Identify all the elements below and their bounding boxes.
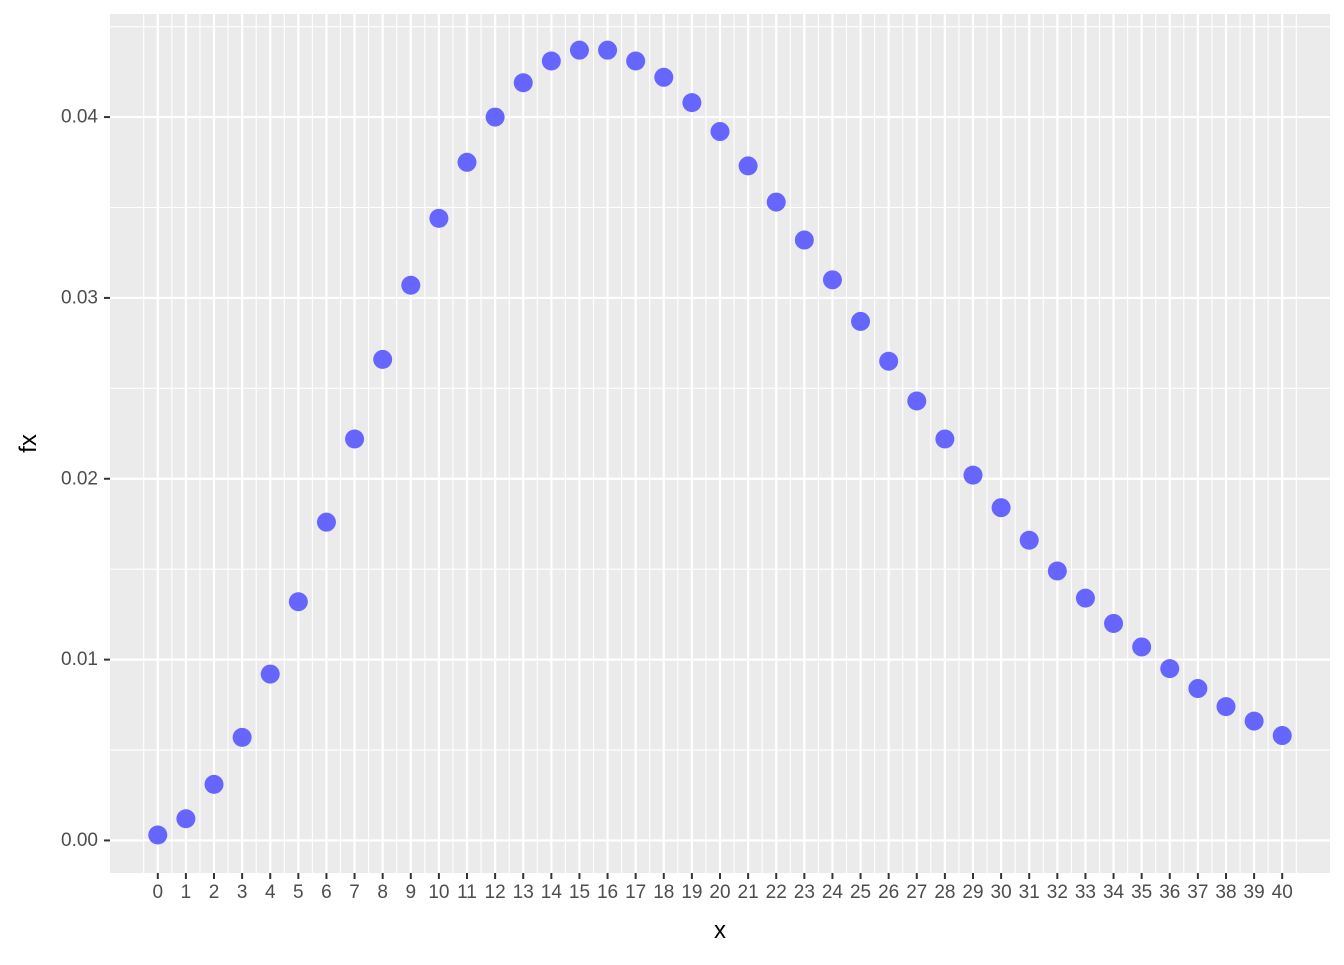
data-point bbox=[710, 122, 730, 142]
data-point bbox=[991, 498, 1011, 518]
x-tick-label: 33 bbox=[1075, 882, 1096, 903]
x-tick-label: 25 bbox=[850, 882, 871, 903]
x-tick-label: 29 bbox=[962, 882, 983, 903]
x-tick-label: 14 bbox=[541, 882, 563, 903]
data-point bbox=[316, 512, 336, 532]
x-tick-label: 36 bbox=[1159, 882, 1180, 903]
data-point bbox=[879, 351, 899, 371]
data-point bbox=[626, 51, 646, 71]
y-tick-label: 0.02 bbox=[61, 468, 98, 489]
data-point bbox=[288, 592, 308, 612]
data-point bbox=[1216, 697, 1236, 717]
data-point bbox=[232, 727, 252, 747]
data-point bbox=[1104, 613, 1124, 633]
data-point bbox=[907, 391, 927, 411]
x-tick-label: 20 bbox=[709, 882, 730, 903]
x-tick-label: 2 bbox=[209, 882, 220, 903]
data-point bbox=[373, 349, 393, 369]
x-tick-label: 40 bbox=[1272, 882, 1293, 903]
x-tick-label: 39 bbox=[1244, 882, 1265, 903]
x-tick-label: 7 bbox=[349, 882, 360, 903]
x-tick-label: 37 bbox=[1187, 882, 1208, 903]
y-tick-label: 0.04 bbox=[61, 107, 98, 128]
x-tick-label: 30 bbox=[991, 882, 1012, 903]
x-tick-label: 1 bbox=[181, 882, 192, 903]
data-point bbox=[654, 67, 674, 87]
x-tick-label: 19 bbox=[681, 882, 702, 903]
x-tick-label: 17 bbox=[625, 882, 646, 903]
x-tick-label: 10 bbox=[428, 882, 449, 903]
data-point bbox=[1019, 530, 1039, 550]
x-tick-label: 4 bbox=[265, 882, 276, 903]
data-point bbox=[822, 270, 842, 290]
x-tick-label: 6 bbox=[321, 882, 332, 903]
data-point bbox=[963, 465, 983, 485]
x-tick-label: 12 bbox=[485, 882, 506, 903]
data-point bbox=[935, 429, 955, 449]
x-tick-label: 38 bbox=[1215, 882, 1236, 903]
data-point bbox=[682, 93, 702, 113]
y-tick-label: 0.01 bbox=[61, 649, 98, 670]
x-tick-label: 32 bbox=[1047, 882, 1068, 903]
data-point bbox=[513, 73, 533, 93]
data-point bbox=[1272, 726, 1292, 746]
x-tick-label: 23 bbox=[794, 882, 815, 903]
data-point bbox=[569, 40, 589, 60]
x-tick-label: 0 bbox=[152, 882, 163, 903]
x-tick-label: 9 bbox=[405, 882, 416, 903]
x-tick-label: 18 bbox=[653, 882, 674, 903]
x-tick-label: 22 bbox=[766, 882, 787, 903]
x-axis-title: x bbox=[714, 917, 726, 944]
x-tick-label: 28 bbox=[934, 882, 955, 903]
data-point bbox=[260, 664, 280, 684]
data-point bbox=[457, 152, 477, 172]
x-tick-label: 3 bbox=[237, 882, 248, 903]
x-tick-label: 31 bbox=[1019, 882, 1040, 903]
data-point bbox=[345, 429, 365, 449]
data-point bbox=[1188, 679, 1208, 699]
data-point bbox=[148, 825, 168, 845]
x-tick-label: 13 bbox=[513, 882, 534, 903]
minor-gridlines bbox=[110, 14, 1330, 873]
x-tick-label: 21 bbox=[738, 882, 759, 903]
data-point bbox=[176, 809, 196, 829]
data-point bbox=[1244, 711, 1264, 731]
data-point bbox=[738, 156, 758, 176]
x-tick-label: 8 bbox=[377, 882, 388, 903]
y-tick-label: 0.03 bbox=[61, 287, 98, 308]
data-point bbox=[541, 51, 561, 71]
data-point bbox=[1047, 561, 1067, 581]
data-point bbox=[429, 208, 449, 228]
x-tick-label: 34 bbox=[1103, 882, 1125, 903]
y-tick-label: 0.00 bbox=[61, 830, 98, 851]
x-tick-label: 35 bbox=[1131, 882, 1152, 903]
x-tick-label: 24 bbox=[822, 882, 844, 903]
x-tick-label: 16 bbox=[597, 882, 618, 903]
data-point bbox=[598, 40, 618, 60]
data-point bbox=[485, 107, 505, 127]
y-axis-title: fx bbox=[15, 434, 42, 453]
data-point bbox=[766, 192, 786, 212]
x-tick-label: 11 bbox=[457, 882, 477, 903]
x-axis: 0 1 2 3 4 5 6 7 8 9 10 11 12 13 14 15 16 17 18 19 20 21 22 23 24… bbox=[152, 873, 1293, 903]
x-tick-label: 27 bbox=[906, 882, 927, 903]
data-point bbox=[204, 774, 224, 794]
x-tick-label: 15 bbox=[569, 882, 590, 903]
x-tick-label: 26 bbox=[878, 882, 899, 903]
x-tick-label: 5 bbox=[293, 882, 304, 903]
data-point bbox=[401, 275, 421, 295]
data-point bbox=[1132, 637, 1152, 657]
data-point bbox=[851, 311, 871, 331]
data-points bbox=[148, 40, 1292, 845]
data-point bbox=[1160, 659, 1180, 679]
y-axis: 0.00 0.01 0.02 0.03 0.04 bbox=[61, 107, 110, 851]
data-point bbox=[794, 230, 814, 250]
data-point bbox=[1075, 588, 1095, 608]
